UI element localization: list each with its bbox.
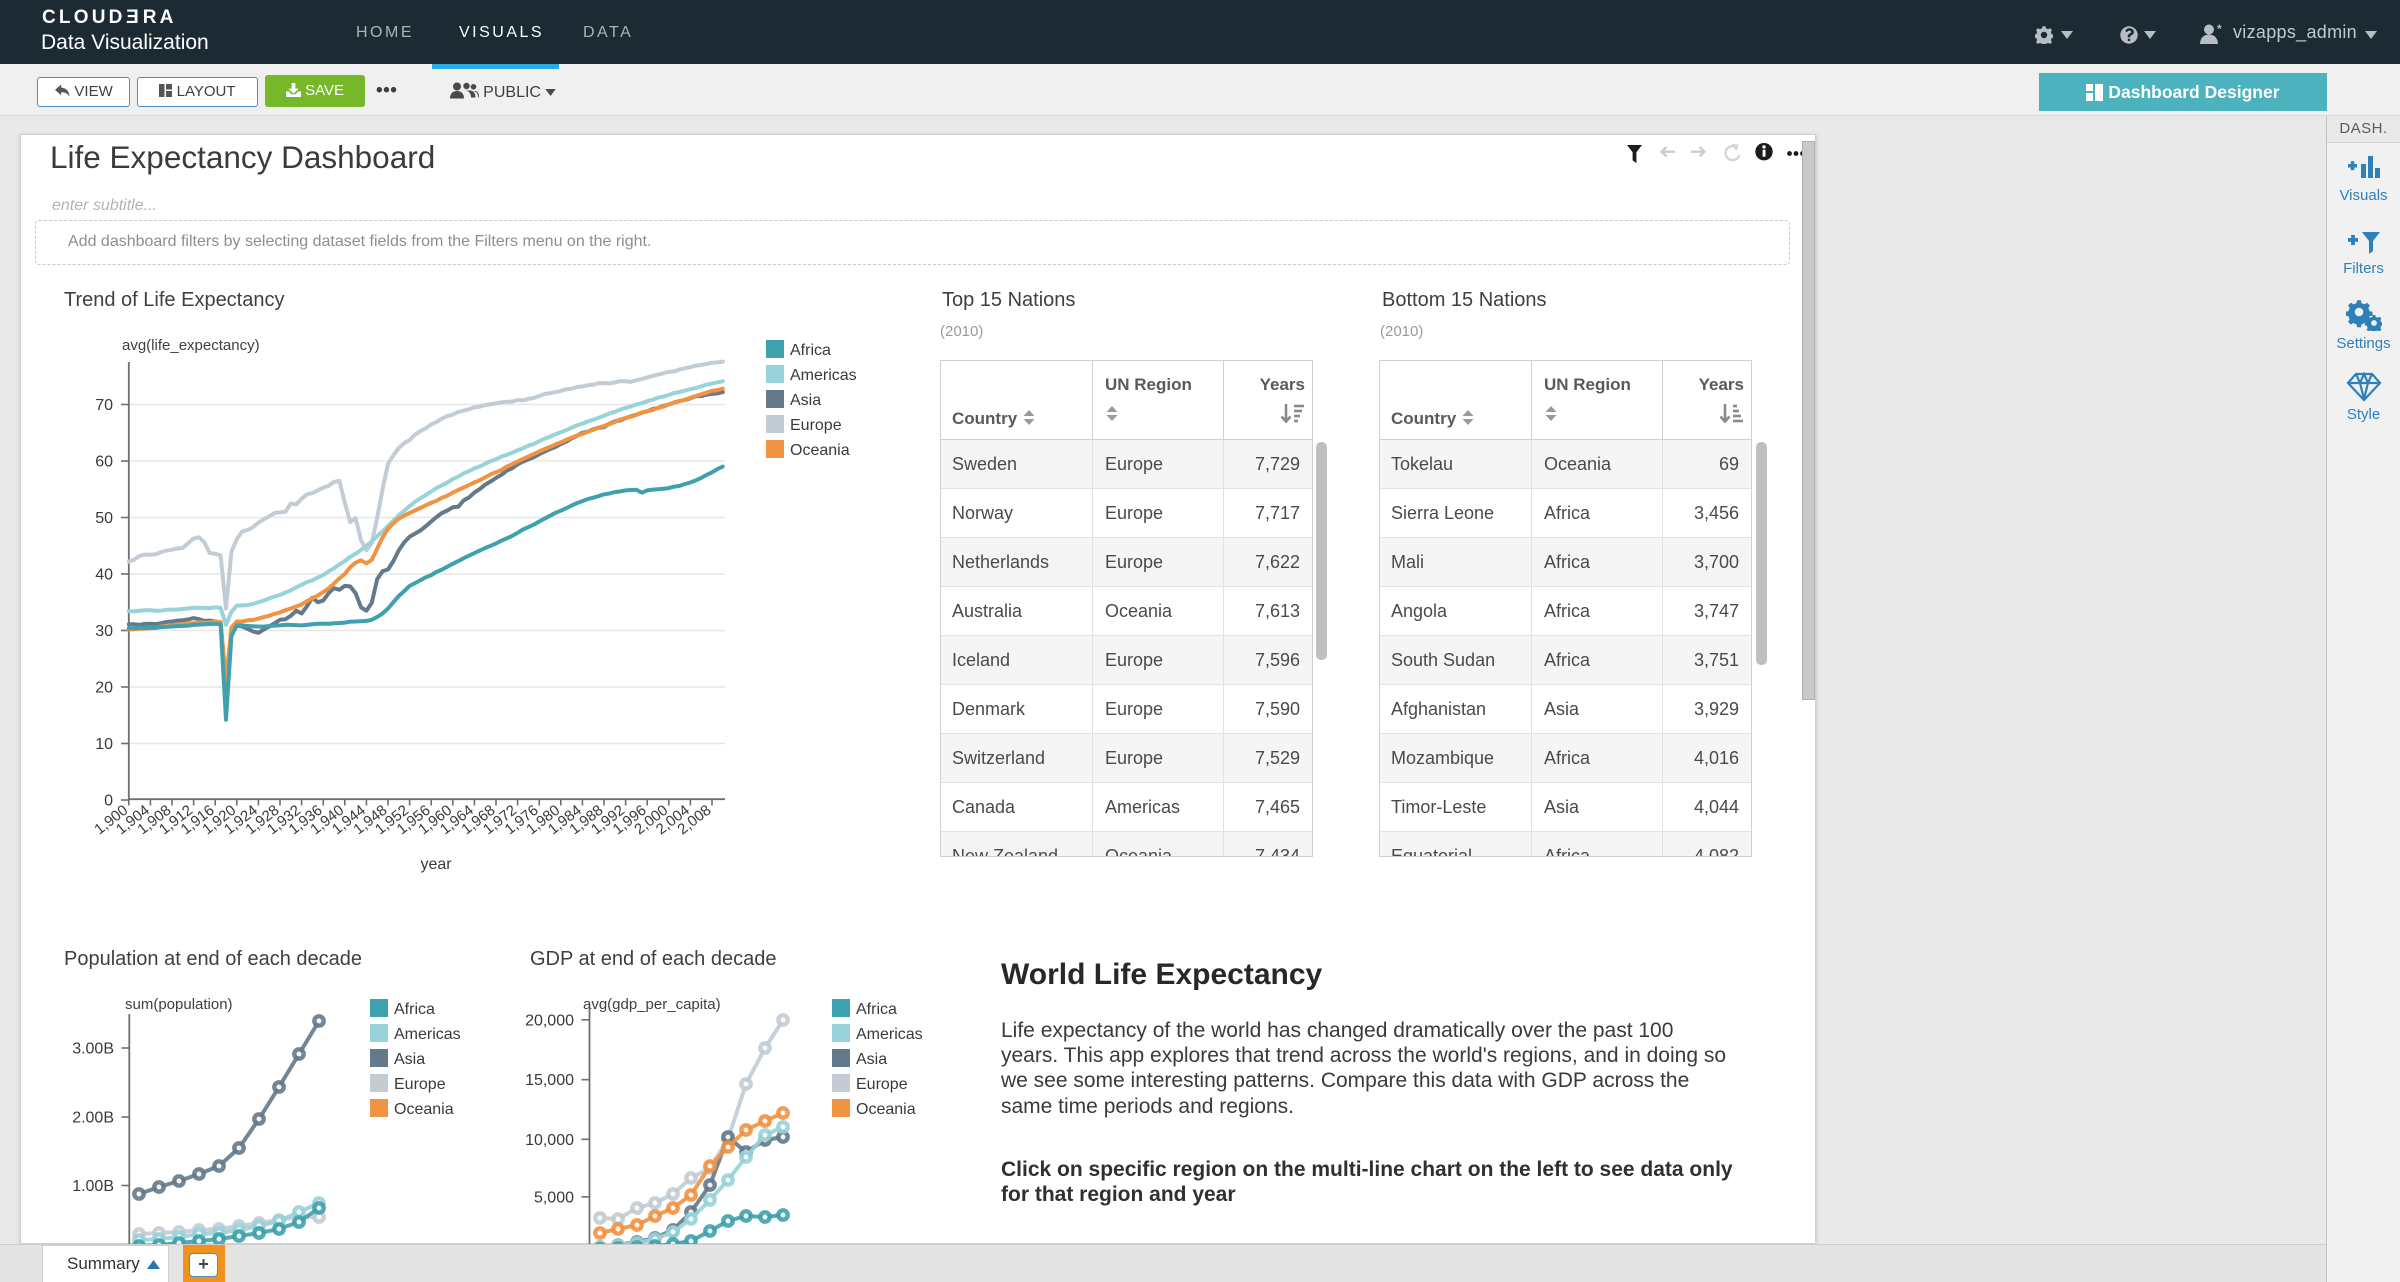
svg-text:*: * xyxy=(2217,24,2222,36)
